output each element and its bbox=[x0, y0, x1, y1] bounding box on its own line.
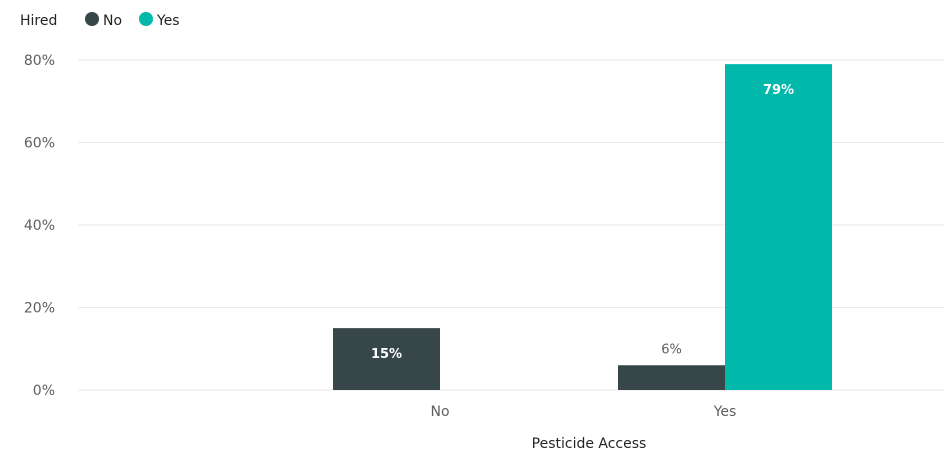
y-tick-label: 60% bbox=[24, 136, 55, 152]
bar-no-no bbox=[333, 328, 440, 390]
x-tick-label: Yes bbox=[713, 404, 737, 420]
y-tick-label: 0% bbox=[33, 383, 55, 399]
data-label: 79% bbox=[763, 83, 794, 98]
x-tick-label: No bbox=[430, 404, 449, 420]
x-axis-ticks: No Yes bbox=[430, 404, 736, 420]
legend: Hired No Yes bbox=[20, 12, 180, 29]
data-label: 15% bbox=[371, 347, 402, 362]
legend-label-yes: Yes bbox=[156, 13, 180, 29]
bars bbox=[333, 64, 832, 390]
x-axis-title: Pesticide Access bbox=[532, 436, 647, 452]
y-tick-label: 20% bbox=[24, 301, 55, 317]
y-axis-ticks: 0% 20% 40% 60% 80% bbox=[24, 53, 55, 399]
legend-marker-no bbox=[85, 12, 99, 26]
data-label: 6% bbox=[661, 342, 682, 357]
legend-marker-yes bbox=[139, 12, 153, 26]
y-tick-label: 40% bbox=[24, 218, 55, 234]
bar-yes-yes bbox=[725, 64, 832, 390]
data-labels: 15% 6% 79% bbox=[371, 83, 794, 362]
y-tick-label: 80% bbox=[24, 53, 55, 69]
bar-yes-no bbox=[618, 365, 725, 390]
legend-label-no: No bbox=[103, 13, 122, 29]
legend-title: Hired bbox=[20, 13, 57, 29]
